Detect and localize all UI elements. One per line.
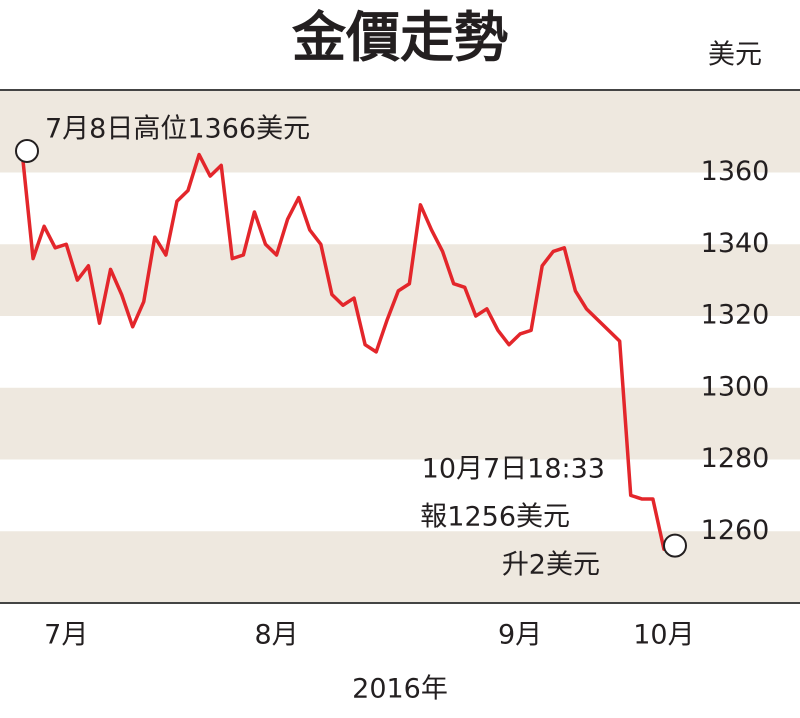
y-tick-label: 1260 <box>701 515 770 546</box>
endpoint-marker <box>663 533 687 558</box>
band <box>0 244 800 317</box>
x-tick-label: 10月 <box>633 620 694 651</box>
band <box>0 90 800 173</box>
y-tick-label: 1280 <box>701 443 770 474</box>
x-tick-label: 7月 <box>44 620 88 651</box>
y-tick-label: 1300 <box>701 371 770 402</box>
endpoint-marker <box>15 138 39 163</box>
y-tick-label: 1320 <box>701 300 770 331</box>
annotation: 10月7日18:33 <box>422 454 605 485</box>
x-tick-label: 9月 <box>498 620 542 651</box>
y-axis-unit: 美元 <box>708 40 762 71</box>
y-tick-label: 1360 <box>701 156 770 187</box>
x-axis-label: 2016年 <box>352 674 448 705</box>
annotation: 升2美元 <box>502 550 600 581</box>
y-tick-label: 1340 <box>701 228 770 259</box>
annotation: 報1256美元 <box>420 502 570 533</box>
chart-title: 金價走勢 <box>291 5 508 69</box>
bands <box>0 90 800 603</box>
x-tick-label: 8月 <box>254 620 298 651</box>
price-line <box>20 150 676 551</box>
band <box>0 387 800 460</box>
annotation: 7月8日高位1366美元 <box>45 114 310 145</box>
